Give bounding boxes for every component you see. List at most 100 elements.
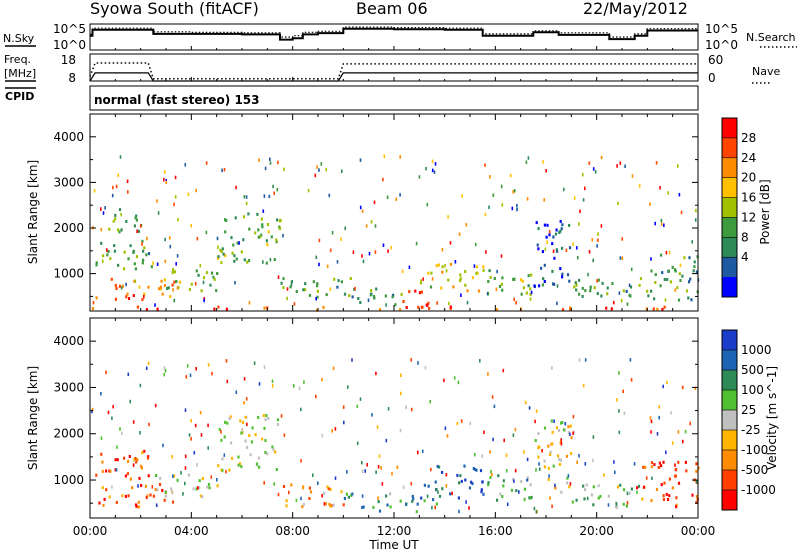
scatter-cell (196, 463, 198, 467)
scatter-cell (551, 430, 554, 434)
scatter-cell (600, 224, 603, 228)
scatter-cell (147, 474, 150, 478)
scatter-cell (525, 291, 528, 295)
nsearch-label: N.Search (746, 31, 796, 44)
scatter-cell (616, 164, 618, 168)
scatter-cell (650, 430, 652, 434)
scatter-cell (195, 188, 197, 193)
scatter-cell (619, 161, 622, 165)
scatter-cell (186, 364, 189, 368)
scatter-cell (163, 498, 166, 502)
scatter-cell (219, 248, 222, 252)
scatter-cell (695, 495, 698, 498)
scatter-cell (557, 454, 560, 458)
colorbar-swatch (722, 197, 737, 218)
scatter-cell (555, 228, 558, 232)
scatter-cell (359, 301, 362, 304)
scatter-cell (501, 495, 504, 498)
scatter-cell (316, 289, 319, 293)
scatter-cell (173, 280, 176, 284)
scatter-cell (480, 488, 483, 492)
scatter-cell (154, 303, 156, 307)
scatter-cell (426, 202, 429, 207)
scatter-cell (464, 270, 467, 273)
scatter-cell (394, 303, 397, 307)
scatter-cell (184, 454, 187, 459)
scatter-cell (491, 395, 494, 399)
scatter-cell (656, 307, 659, 311)
scatter-cell (116, 458, 119, 462)
scatter-cell (663, 305, 666, 309)
scatter-cell (536, 509, 538, 514)
scatter-cell (250, 440, 253, 444)
scatter-cell (315, 297, 317, 301)
scatter-cell (622, 389, 624, 394)
scatter-cell (524, 400, 527, 405)
scatter-cell (588, 250, 591, 254)
scatter-cell (447, 278, 450, 282)
scatter-cell (589, 289, 592, 293)
scatter-cell (596, 244, 598, 248)
scatter-cell (197, 486, 199, 490)
scatter-cell (133, 262, 136, 266)
scatter-cell (121, 431, 123, 435)
scatter-cell (290, 483, 293, 487)
scatter-cell (551, 242, 554, 246)
scatter-cell (195, 487, 198, 491)
scatter-cell (231, 456, 234, 460)
scatter-cell (91, 307, 94, 311)
scatter-cell (370, 289, 373, 293)
colorbar-tick-label: -1000 (741, 483, 776, 497)
scatter-cell (382, 243, 385, 247)
scatter-cell (340, 490, 343, 494)
scatter-cell (163, 284, 166, 288)
scatter-cell (200, 433, 203, 437)
scatter-cell (127, 190, 129, 194)
scatter-cell (560, 442, 563, 446)
scatter-cell (431, 277, 434, 281)
scatter-cell (675, 496, 678, 500)
scatter-cell (246, 445, 249, 449)
scatter-cell (280, 414, 283, 418)
scatter-cell (552, 235, 555, 239)
y-tick-label: 3000 (53, 380, 84, 394)
scatter-cell (432, 498, 435, 502)
scatter-cell (645, 307, 648, 311)
scatter-cell (564, 422, 567, 426)
scatter-cell (491, 472, 493, 477)
scatter-cell (134, 279, 137, 283)
scatter-cell (367, 298, 370, 302)
scatter-cell (459, 277, 462, 281)
scatter-cell (361, 494, 364, 498)
scatter-cell (677, 481, 681, 485)
scatter-cell (678, 272, 681, 276)
scatter-cell (695, 270, 698, 274)
scatter-cell (629, 358, 632, 362)
scatter-cell (278, 227, 282, 230)
scatter-cell (92, 300, 95, 305)
scatter-cell (666, 278, 669, 281)
scatter-cell (203, 296, 206, 301)
scatter-cell (91, 409, 93, 414)
scatter-cell (210, 271, 214, 275)
scatter-cell (375, 371, 377, 376)
scatter-cell (364, 469, 366, 473)
scatter-cell (567, 431, 570, 434)
scatter-cell (102, 503, 105, 507)
scatter-cell (405, 306, 408, 309)
scatter-cell (101, 486, 104, 490)
scatter-cell (164, 259, 167, 264)
scatter-cell (216, 256, 220, 260)
scatter-cell (543, 426, 547, 430)
colorbar-tick-label: 20 (741, 171, 756, 185)
scatter-cell (435, 264, 438, 268)
scatter-cell (258, 465, 261, 469)
scatter-cell (127, 459, 130, 463)
scatter-cell (399, 428, 402, 433)
scatter-cell (513, 277, 516, 281)
scatter-cell (132, 294, 135, 298)
scatter-cell (282, 277, 285, 281)
scatter-cell (561, 246, 564, 250)
scatter-cell (220, 430, 222, 434)
scatter-cell (185, 375, 188, 379)
